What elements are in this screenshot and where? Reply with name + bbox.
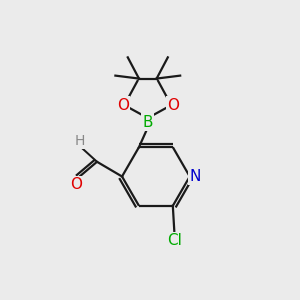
Text: B: B	[142, 115, 153, 130]
Text: O: O	[70, 177, 83, 192]
Text: O: O	[117, 98, 129, 112]
Text: H: H	[74, 134, 85, 148]
Text: N: N	[189, 169, 201, 184]
Text: Cl: Cl	[167, 233, 182, 248]
Text: O: O	[167, 98, 179, 112]
